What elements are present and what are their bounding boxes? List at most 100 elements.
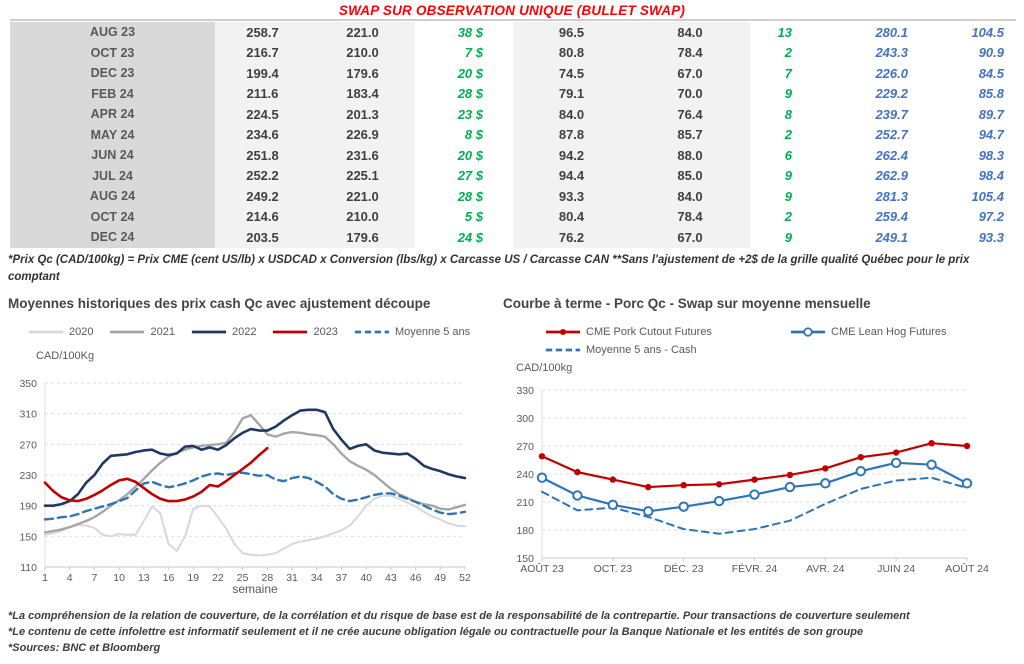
cell-month: JUL 24 — [10, 165, 215, 186]
cell-col4: 80.4 — [513, 206, 630, 227]
legend-swatch-icon — [790, 327, 826, 337]
cell-col6: 9 — [784, 188, 792, 204]
cell-col2: 179.6 — [310, 227, 415, 248]
data-point-marker — [857, 454, 864, 461]
cell-col1: 203.5 — [215, 227, 310, 248]
page-footnotes: *La compréhension de la relation de couv… — [8, 608, 1020, 656]
title-divider — [10, 19, 1016, 21]
cell-col1: 224.5 — [215, 104, 310, 125]
x-tick-label: 25 — [237, 572, 249, 584]
cell-col8: 94.7 — [978, 127, 1004, 143]
data-point-marker — [713, 495, 725, 507]
cell-col8: 97.2 — [978, 209, 1004, 225]
cell-col6: 9 — [784, 229, 792, 245]
table-footnote: *Prix Qc (CAD/100kg) = Prix CME (cent US… — [8, 254, 970, 283]
cell-col3: 5 $ — [464, 209, 483, 225]
y-tick-label: 150 — [19, 531, 37, 543]
cell-col3: 20 $ — [457, 147, 483, 163]
cell-col8: 84.5 — [978, 65, 1004, 81]
cell-col3: 28 $ — [457, 86, 483, 102]
cell-col1: 214.6 — [215, 206, 310, 227]
footnote-line: *La compréhension de la relation de couv… — [8, 610, 910, 622]
cell-month: OCT 23 — [10, 42, 215, 63]
cell-col2: 225.1 — [310, 165, 415, 186]
cell-month: OCT 24 — [10, 206, 215, 227]
left-chart-title: Moyennes historiques des prix cash Qc av… — [8, 296, 431, 311]
legend-item: 2023 — [272, 326, 338, 338]
legend-swatch-icon — [545, 348, 581, 352]
cell-col1: 211.6 — [215, 83, 310, 104]
cell-col8: 93.3 — [978, 229, 1004, 245]
x-tick-label: 1 — [42, 572, 48, 584]
legend-label: 2020 — [69, 326, 94, 338]
data-point-marker — [645, 483, 652, 491]
cell-col5: 84.0 — [630, 22, 750, 43]
cell-col6: 2 — [784, 45, 792, 61]
footnote-line: *Sources: BNC et Bloomberg — [8, 642, 161, 654]
x-tick-label: 49 — [434, 572, 446, 584]
cell-col3: 8 $ — [464, 127, 483, 143]
y-tick-label: 300 — [516, 413, 534, 425]
data-point-marker — [749, 489, 760, 500]
data-point-marker — [609, 476, 617, 483]
table-row: DEC 23 199.4 179.6 20 $ 74.5 67.0 7 226.0 84.5 — [10, 63, 1014, 84]
cell-col6: 2 — [784, 127, 792, 143]
x-tick-label: 28 — [262, 572, 274, 584]
cell-col1: 249.2 — [215, 186, 310, 207]
cell-month: AUG 24 — [10, 186, 215, 207]
cell-col4: 94.4 — [513, 165, 630, 186]
cell-col7: 262.9 — [875, 168, 908, 184]
cell-col2: 201.3 — [310, 104, 415, 125]
cell-col1: 216.7 — [215, 42, 310, 63]
x-tick-label: JUIN 24 — [877, 563, 915, 575]
y-tick-label: 330 — [516, 385, 534, 397]
cell-col8: 104.5 — [971, 24, 1004, 40]
cell-col7: 259.4 — [875, 209, 908, 225]
cell-month: MAY 24 — [10, 124, 215, 145]
x-tick-label: OCT. 23 — [594, 563, 633, 575]
cell-col8: 90.9 — [978, 45, 1004, 61]
y-tick-label: 110 — [20, 562, 37, 574]
cell-col4: 87.8 — [513, 124, 630, 145]
cell-col2: 231.6 — [310, 145, 415, 166]
cell-col8: 105.4 — [971, 188, 1004, 204]
cell-col7: 252.7 — [875, 127, 908, 143]
x-tick-label: 52 — [459, 572, 471, 584]
cell-col7: 243.3 — [875, 45, 908, 61]
x-tick-label: DÉC. 23 — [664, 562, 704, 575]
table-row: OCT 24 214.6 210.0 5 $ 80.4 78.4 2 259.4 97.2 — [10, 206, 1014, 227]
x-tick-label: 40 — [360, 572, 372, 584]
series-line-moyenne-5-ans — [43, 471, 467, 521]
x-tick-label: 31 — [286, 572, 298, 584]
table-row: FEB 24 211.6 183.4 28 $ 79.1 70.0 9 229.2 85.8 — [10, 83, 1014, 104]
cell-col3: 23 $ — [457, 106, 483, 122]
x-tick-label: AOÛT 23 — [520, 562, 564, 575]
cell-col4: 76.2 — [513, 227, 630, 248]
cell-col7: 281.3 — [875, 188, 908, 204]
cell-col5: 76.4 — [630, 104, 750, 125]
cell-col6: 9 — [784, 168, 792, 184]
cell-col2: 210.0 — [310, 206, 415, 227]
cell-col6: 8 — [784, 106, 792, 122]
cell-col4: 96.5 — [513, 22, 630, 43]
x-tick-label: 22 — [212, 572, 224, 584]
legend-item: Moyenne 5 ans — [354, 326, 470, 338]
cell-col8: 98.4 — [978, 168, 1004, 184]
legend-label: 2021 — [150, 326, 175, 338]
cell-col7: 249.1 — [875, 229, 908, 245]
cell-col8: 89.7 — [978, 106, 1004, 122]
swap-table: AUG 23 258.7 221.0 38 $96.5 84.0 13 280.1 104.5… — [10, 22, 1014, 248]
historical-cash-prices-line-chart: 110 150 190 230 270 310 350 1 4 7 10 13 16 19 22 25 28 31… — [19, 378, 471, 596]
x-tick-label: 4 — [67, 572, 73, 584]
data-point-marker — [961, 478, 973, 489]
data-point-marker — [820, 478, 831, 489]
cell-col1: 252.2 — [215, 165, 310, 186]
data-point-marker — [607, 499, 619, 511]
cell-col7: 239.7 — [875, 106, 908, 122]
data-point-marker — [536, 472, 548, 483]
legend-swatch-icon — [354, 330, 390, 334]
cell-col3: 38 $ — [457, 24, 483, 40]
legend-label: 2022 — [231, 326, 257, 338]
data-point-marker — [678, 501, 689, 512]
